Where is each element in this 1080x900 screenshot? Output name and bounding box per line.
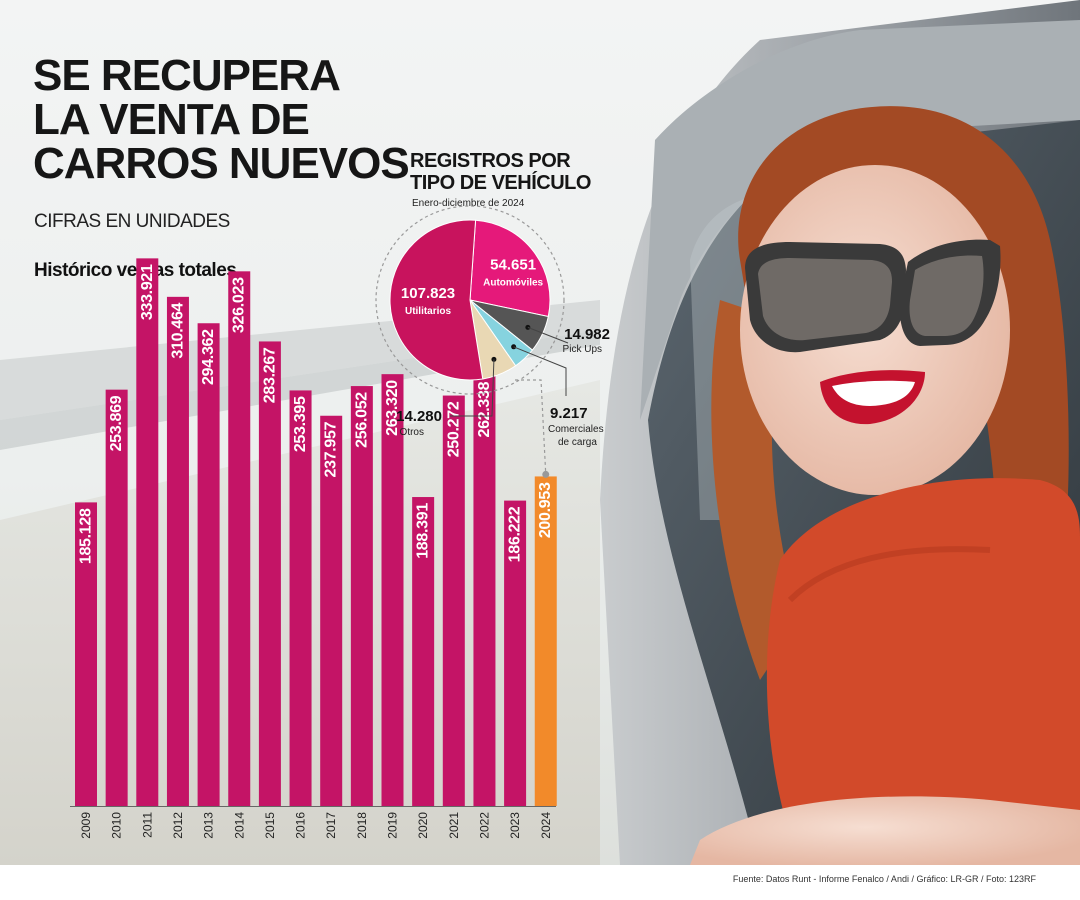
main-title: SE RECUPERA LA VENTA DE CARROS NUEVOS bbox=[33, 51, 410, 188]
title-line-1: SE RECUPERA bbox=[33, 51, 341, 100]
pie-slice-automóviles bbox=[469, 219, 551, 318]
bar-value-label-2019: 263.320 bbox=[384, 380, 401, 436]
donut-title: REGISTROS POR TIPO DE VEHÍCULO bbox=[410, 150, 591, 194]
bar-2021 bbox=[442, 395, 465, 806]
bar-value-label-2012: 310.464 bbox=[169, 302, 186, 358]
bar-value-label-2015: 283.267 bbox=[261, 347, 278, 403]
x-tick-label-2015: 2015 bbox=[263, 812, 277, 839]
x-tick-label-2013: 2013 bbox=[202, 812, 216, 839]
title-line-2: LA VENTA DE bbox=[33, 95, 310, 144]
bar-2022 bbox=[473, 375, 496, 806]
bar-2020 bbox=[412, 497, 435, 806]
x-tick-label-2014: 2014 bbox=[232, 812, 246, 839]
bar-value-label-2018: 256.052 bbox=[353, 392, 370, 448]
bar-2013 bbox=[197, 323, 220, 806]
bar-2014 bbox=[228, 271, 251, 806]
donut-period: Enero-diciembre de 2024 bbox=[412, 198, 525, 209]
pie-name-label-comerciales-line2: de carga bbox=[558, 437, 597, 448]
bar-2011 bbox=[136, 258, 159, 806]
bar-value-label-2010: 253.869 bbox=[108, 395, 125, 451]
pie-slice-utilitarios bbox=[389, 219, 484, 381]
x-tick-label-2021: 2021 bbox=[447, 812, 461, 839]
pie-value-label-comerciales: 9.217 bbox=[550, 405, 588, 422]
pie-name-label-pickups: Pick Ups bbox=[563, 344, 602, 355]
x-tick-label-2010: 2010 bbox=[110, 812, 124, 839]
history-label: Histórico ventas totales bbox=[34, 260, 237, 281]
bar-2024 bbox=[534, 476, 557, 806]
connector-end-dot bbox=[542, 470, 550, 478]
x-tick-label-2023: 2023 bbox=[508, 812, 522, 839]
pie-name-label-automoviles: Automóviles bbox=[483, 277, 543, 288]
x-tick-label-2018: 2018 bbox=[355, 812, 369, 839]
bar-value-label-2011: 333.921 bbox=[139, 264, 156, 320]
x-tick-label-2009: 2009 bbox=[79, 812, 93, 839]
x-tick-label-2011: 2011 bbox=[140, 812, 154, 838]
x-tick-label-2022: 2022 bbox=[477, 812, 491, 839]
bar-value-label-2009: 185.128 bbox=[78, 508, 95, 564]
x-tick-label-2016: 2016 bbox=[294, 812, 308, 839]
pie-callout-line-comerciales bbox=[513, 346, 567, 396]
x-tick-label-2012: 2012 bbox=[171, 812, 185, 839]
bar-2017 bbox=[320, 415, 343, 806]
x-tick-label-2017: 2017 bbox=[324, 812, 338, 839]
donut-title-line-2: TIPO DE VEHÍCULO bbox=[410, 172, 591, 194]
bar-2019 bbox=[381, 374, 404, 806]
pie-value-label-pickups: 14.982 bbox=[564, 326, 610, 343]
bar-2018 bbox=[350, 386, 373, 806]
bar-value-label-2017: 237.957 bbox=[323, 421, 340, 477]
pie-callout-line-pickups bbox=[527, 326, 569, 344]
bar-value-label-2022: 262.338 bbox=[476, 381, 493, 437]
bar-value-label-2021: 250.272 bbox=[445, 401, 462, 457]
source-note: Fuente: Datos Runt - Informe Fenalco / A… bbox=[732, 874, 1036, 884]
units-label: CIFRAS EN UNIDADES bbox=[34, 211, 230, 232]
bar-value-label-2014: 326.023 bbox=[231, 277, 248, 333]
bar-2012 bbox=[166, 296, 189, 806]
bar-value-label-2020: 188.391 bbox=[415, 503, 432, 559]
bar-2015 bbox=[258, 341, 281, 806]
title-line-3: CARROS NUEVOS bbox=[33, 139, 410, 188]
x-tick-label-2019: 2019 bbox=[386, 812, 400, 839]
pie-callout-line-otros bbox=[450, 359, 495, 417]
bar-2023 bbox=[504, 500, 527, 806]
bar-value-label-2013: 294.362 bbox=[200, 329, 217, 385]
pie-value-label-utilitarios: 107.823 bbox=[401, 285, 455, 302]
pie-value-label-automoviles: 54.651 bbox=[490, 256, 536, 273]
bar-value-label-2016: 253.395 bbox=[292, 396, 309, 452]
bar-value-label-2023: 186.222 bbox=[507, 506, 524, 562]
bar-2009 bbox=[75, 502, 97, 806]
x-tick-label-2020: 2020 bbox=[416, 812, 430, 839]
pie-name-label-otros: Otros bbox=[400, 427, 424, 438]
donut-title-line-1: REGISTROS POR bbox=[410, 150, 571, 172]
chart-canvas: 185.128 2009 253.869 2010 333.921 2011 310.464… bbox=[70, 205, 610, 839]
bar-2016 bbox=[289, 390, 312, 806]
pie-name-label-utilitarios: Utilitarios bbox=[405, 306, 452, 317]
pie-value-label-otros: 14.280 bbox=[396, 408, 442, 425]
bar-value-label-2024: 200.953 bbox=[537, 482, 554, 538]
pie-dashed-ring bbox=[375, 205, 565, 395]
donut-to-bar-connector bbox=[515, 379, 547, 475]
pie-name-label-comerciales-line1: Comerciales bbox=[548, 424, 604, 435]
x-tick-label-2024: 2024 bbox=[539, 812, 553, 839]
bar-2010 bbox=[105, 389, 128, 806]
